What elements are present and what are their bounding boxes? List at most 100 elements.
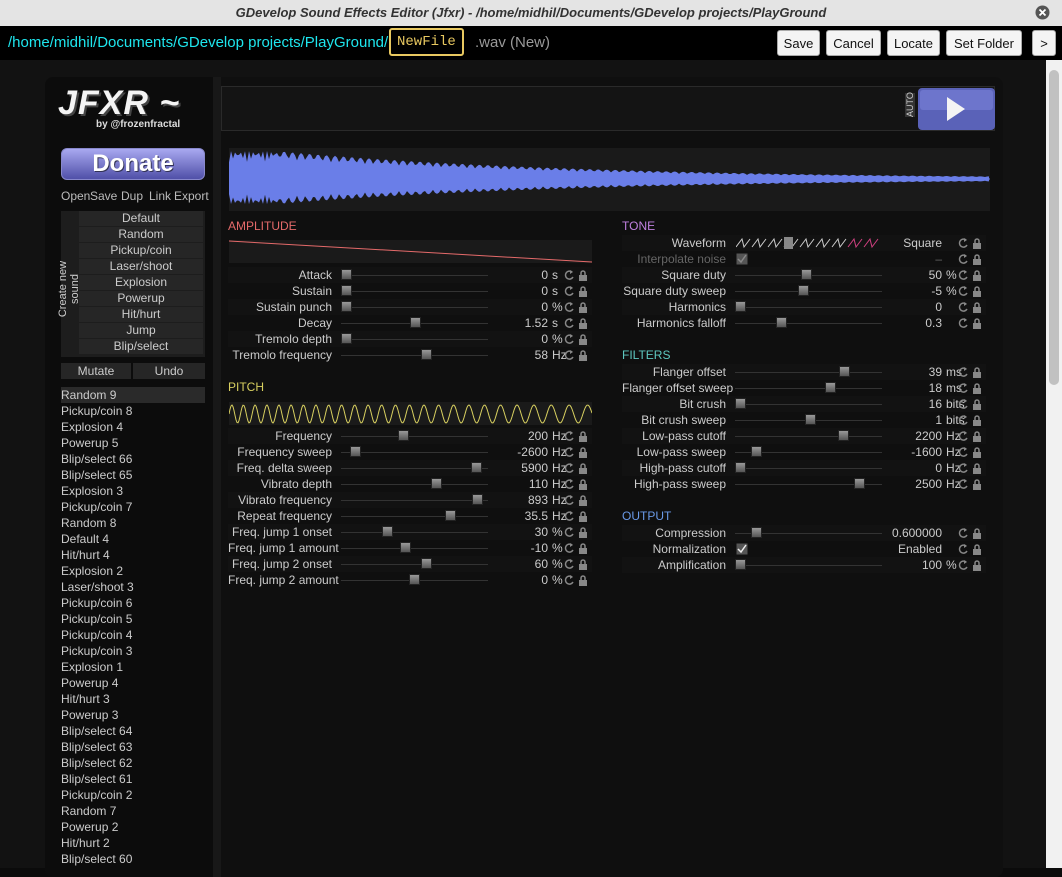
lock-button[interactable] [577, 462, 589, 474]
history-item[interactable]: Explosion 2 [61, 564, 124, 578]
history-item[interactable]: Blip/select 64 [61, 724, 133, 738]
slider-knob[interactable] [798, 285, 810, 296]
reset-button[interactable] [562, 333, 574, 345]
scrollbar[interactable] [1046, 60, 1062, 868]
lock-button[interactable] [971, 317, 983, 329]
slider-knob[interactable] [397, 430, 409, 441]
history-item[interactable]: Pickup/coin 3 [61, 644, 133, 658]
reset-button[interactable] [956, 285, 968, 297]
reset-button[interactable] [562, 269, 574, 281]
lock-button[interactable] [577, 317, 589, 329]
history-item[interactable]: Pickup/coin 5 [61, 612, 133, 626]
file-action[interactable]: Dup [121, 189, 144, 203]
reset-button[interactable] [562, 462, 574, 474]
lock-button[interactable] [577, 526, 589, 538]
preset-button[interactable]: Powerup [79, 291, 203, 306]
lock-button[interactable] [577, 558, 589, 570]
reset-button[interactable] [956, 543, 968, 555]
slider-knob[interactable] [341, 333, 352, 344]
history-item[interactable]: Hit/hurt 2 [61, 836, 110, 850]
preset-button[interactable]: Blip/select [79, 339, 203, 354]
slider-knob[interactable] [838, 366, 850, 377]
lock-button[interactable] [577, 333, 589, 345]
reset-button[interactable] [562, 349, 574, 361]
reset-button[interactable] [956, 398, 968, 410]
history-item[interactable]: Powerup 5 [61, 436, 119, 450]
lock-button[interactable] [577, 494, 589, 506]
lock-button[interactable] [971, 382, 983, 394]
auto-toggle[interactable]: AUTO [905, 92, 915, 117]
preset-button[interactable]: Jump [79, 323, 203, 338]
history-item[interactable]: Blip/select 66 [61, 452, 133, 466]
reset-button[interactable] [956, 527, 968, 539]
filename-input[interactable]: NewFile [389, 28, 464, 56]
history-item[interactable]: Blip/select 61 [61, 772, 133, 786]
slider-knob[interactable] [853, 478, 865, 489]
history-item[interactable]: Default 4 [61, 532, 110, 546]
history-item[interactable]: Powerup 4 [61, 676, 119, 690]
lock-button[interactable] [971, 237, 983, 249]
reset-button[interactable] [562, 301, 574, 313]
lock-button[interactable] [971, 543, 983, 555]
slider-knob[interactable] [751, 446, 763, 457]
slider-knob[interactable] [471, 494, 483, 505]
lock-button[interactable] [971, 559, 983, 571]
reset-button[interactable] [956, 269, 968, 281]
checkbox[interactable] [736, 253, 748, 265]
reset-button[interactable] [956, 559, 968, 571]
slider-knob[interactable] [341, 301, 352, 312]
lock-button[interactable] [577, 285, 589, 297]
slider-knob[interactable] [341, 285, 352, 296]
preset-button[interactable]: Hit/hurt [79, 307, 203, 322]
history-item[interactable]: Powerup 2 [61, 820, 119, 834]
file-action[interactable]: Export [174, 189, 209, 203]
history-item[interactable]: Random 7 [61, 804, 117, 818]
file-action[interactable]: Link [149, 189, 172, 203]
reset-button[interactable] [956, 430, 968, 442]
reset-button[interactable] [562, 542, 574, 554]
history-item[interactable]: Random 9 [61, 387, 205, 403]
slider-knob[interactable] [409, 317, 421, 328]
history-item[interactable]: Hit/hurt 3 [61, 692, 110, 706]
lock-button[interactable] [971, 462, 983, 474]
lock-button[interactable] [971, 478, 983, 490]
lock-button[interactable] [971, 414, 983, 426]
slider-knob[interactable] [775, 317, 787, 328]
slider-knob[interactable] [400, 542, 412, 553]
history-item[interactable]: Blip/select 62 [61, 756, 133, 770]
reset-button[interactable] [956, 366, 968, 378]
reset-button[interactable] [562, 478, 574, 490]
slider-knob[interactable] [825, 382, 837, 393]
slider-knob[interactable] [381, 526, 393, 537]
history-item[interactable]: Pickup/coin 4 [61, 628, 133, 642]
toolbar-button[interactable]: Save [777, 30, 820, 56]
reset-button[interactable] [562, 317, 574, 329]
history-item[interactable]: Pickup/coin 7 [61, 500, 133, 514]
waveform-selector[interactable] [736, 235, 886, 251]
reset-button[interactable] [562, 558, 574, 570]
reset-button[interactable] [956, 301, 968, 313]
reset-button[interactable] [562, 446, 574, 458]
lock-button[interactable] [971, 398, 983, 410]
lock-button[interactable] [971, 527, 983, 539]
lock-button[interactable] [577, 269, 589, 281]
slider-knob[interactable] [735, 462, 746, 473]
history-item[interactable]: Hit/hurt 4 [61, 548, 110, 562]
preset-button[interactable]: Pickup/coin [79, 243, 203, 258]
lock-button[interactable] [577, 478, 589, 490]
history-item[interactable]: Random 8 [61, 516, 117, 530]
reset-button[interactable] [562, 430, 574, 442]
toolbar-button[interactable]: Locate [887, 30, 940, 56]
slider-knob[interactable] [420, 349, 432, 360]
history-item[interactable]: Powerup 3 [61, 708, 119, 722]
lock-button[interactable] [577, 301, 589, 313]
reset-button[interactable] [956, 317, 968, 329]
slider-knob[interactable] [420, 558, 432, 569]
lock-button[interactable] [577, 510, 589, 522]
slider-knob[interactable] [735, 559, 746, 570]
slider-knob[interactable] [837, 430, 849, 441]
history-item[interactable]: Blip/select 65 [61, 468, 133, 482]
donate-button[interactable]: Donate [61, 148, 205, 180]
history-item[interactable]: Explosion 1 [61, 660, 124, 674]
reset-button[interactable] [562, 526, 574, 538]
